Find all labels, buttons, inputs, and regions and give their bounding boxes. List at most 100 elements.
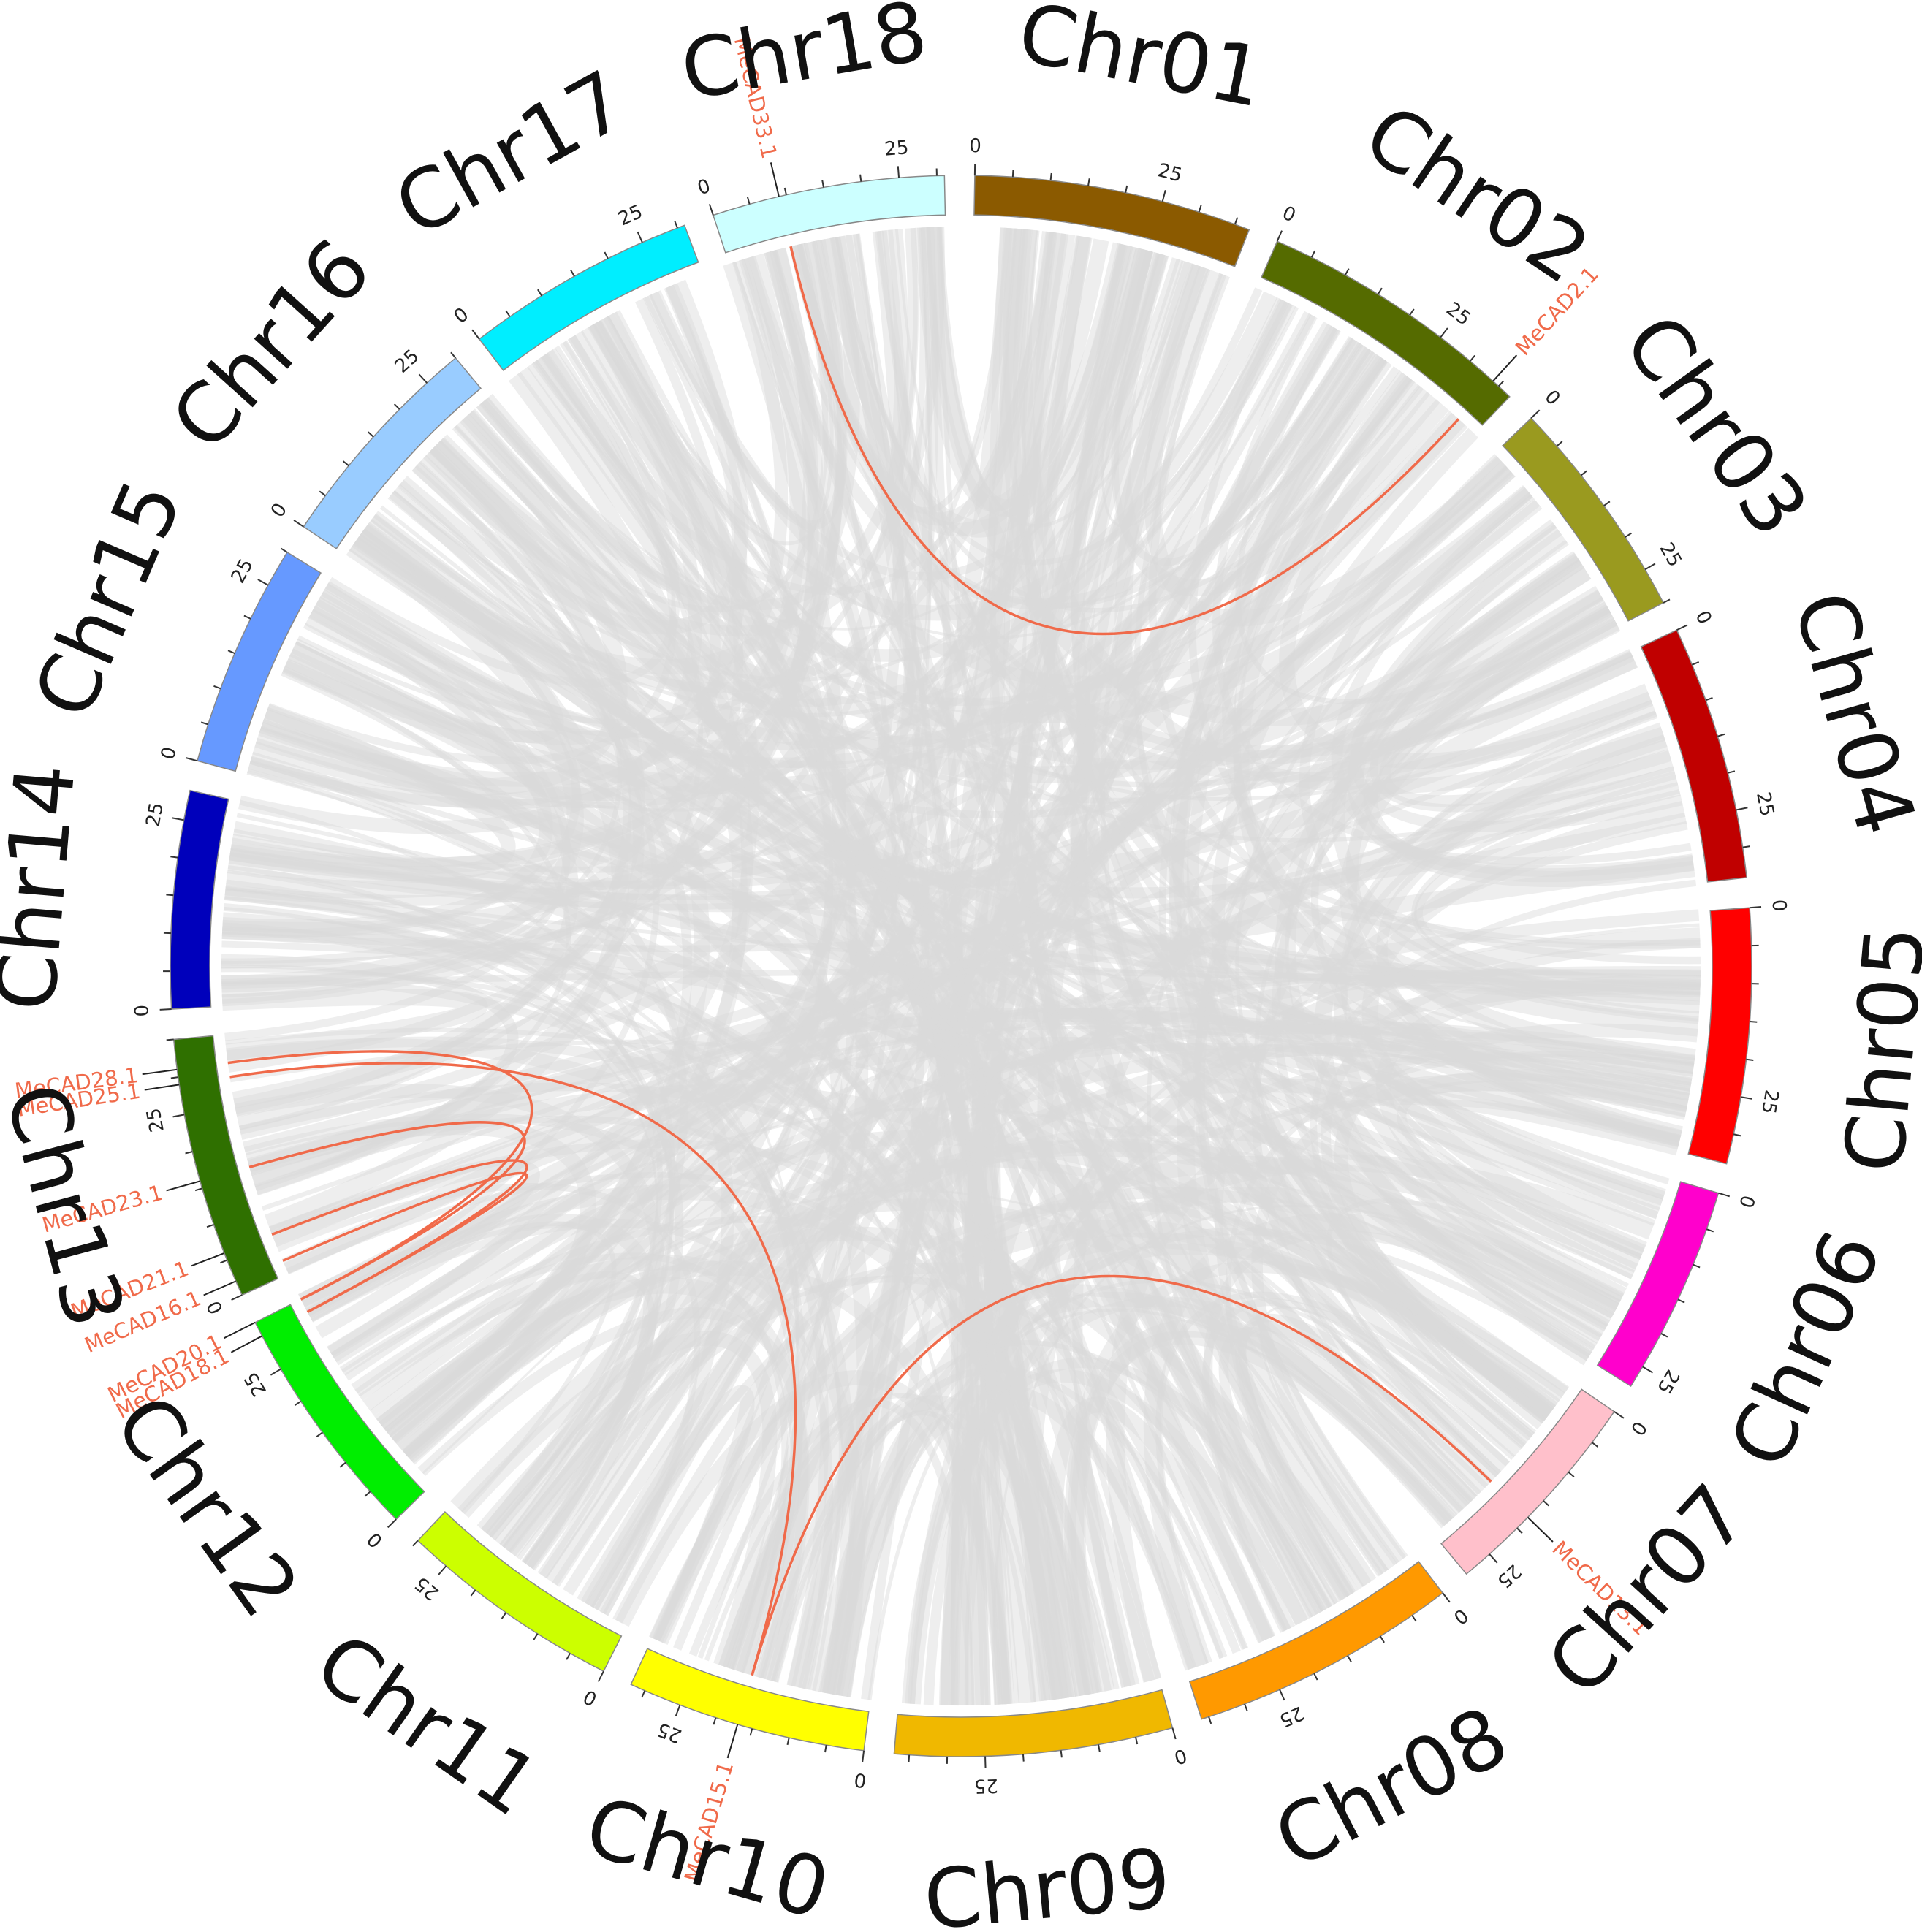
tick [220, 1259, 228, 1264]
synteny-link [229, 522, 1557, 900]
synteny-link [284, 1037, 1681, 1274]
synteny-link [861, 419, 1466, 1700]
synteny-link [392, 262, 1194, 682]
synteny-link [398, 1226, 1332, 1613]
synteny-link [1235, 327, 1612, 704]
synteny-link [1147, 492, 1532, 1619]
tick-label: 25 [1442, 298, 1475, 330]
synteny-link [224, 888, 1478, 1505]
tick [1568, 1471, 1575, 1477]
tick-label: 0 [1279, 202, 1299, 227]
synteny-link [1279, 384, 1657, 769]
gene-marker [166, 1180, 201, 1192]
synteny-link [226, 879, 675, 1561]
synteny-link [264, 519, 629, 1231]
synteny-link [867, 1279, 1514, 1700]
synteny-link [425, 445, 1608, 1338]
synteny-link [224, 582, 571, 1041]
tick [1676, 624, 1688, 631]
tick-label: 25 [1652, 1366, 1684, 1398]
synteny-link [1201, 1298, 1527, 1633]
synteny-link [393, 487, 1656, 1226]
synteny-link [480, 398, 1690, 1101]
tick-label: 0 [450, 303, 473, 328]
synteny-link [1232, 360, 1689, 1107]
tick [200, 721, 209, 726]
synteny-link [821, 237, 1635, 758]
synteny-link [926, 227, 1613, 726]
chromosome-label-chr06: Chr06 [1712, 1217, 1901, 1481]
synteny-link [1361, 801, 1686, 1258]
synteny-link [269, 710, 1657, 1233]
synteny-link [371, 287, 1263, 707]
tick [1733, 1133, 1741, 1137]
synteny-link [254, 245, 1133, 809]
synteny-link [305, 479, 660, 1314]
synteny-link [221, 964, 843, 1692]
synteny-link [764, 251, 1682, 1138]
tick [1161, 189, 1166, 202]
synteny-link [822, 1187, 1623, 1695]
tick [1740, 1096, 1752, 1100]
synteny-link [923, 1296, 1492, 1705]
tick-label: 25 [1276, 1701, 1307, 1731]
synteny-link [593, 315, 1275, 1643]
synteny-link [389, 490, 693, 1442]
synteny-link [250, 756, 1701, 998]
synteny-link [330, 317, 759, 1363]
tick [597, 1670, 604, 1682]
synteny-link [642, 295, 1162, 1680]
cad-link-mecad25.1-mecad15.1 [229, 1062, 797, 1676]
chromosome-label-chr14: Chr14 [0, 761, 94, 1015]
synteny-link [836, 1243, 1560, 1697]
tick [387, 1518, 397, 1529]
synteny-link [585, 1385, 755, 1646]
tick-label: 25 [1757, 1088, 1782, 1116]
tick [243, 615, 251, 620]
synteny-link [351, 1255, 865, 1697]
synteny-link [1003, 229, 1326, 1612]
synteny-link [926, 227, 989, 1705]
synteny-link [1311, 555, 1659, 1219]
synteny-link [222, 912, 1094, 1697]
tick [533, 1633, 539, 1640]
synteny-link [358, 1271, 656, 1569]
synteny-link [259, 248, 1152, 802]
synteny-link [402, 1198, 1451, 1529]
synteny-link [281, 668, 688, 1534]
synteny-link [221, 967, 1057, 1700]
synteny-link [249, 751, 734, 1615]
tick [859, 174, 862, 182]
synteny-link [954, 1154, 1655, 1706]
synteny-link [249, 761, 1003, 1705]
synteny-link [1168, 353, 1533, 1447]
synteny-link [247, 854, 1695, 1176]
synteny-link [1350, 519, 1683, 832]
synteny-link [1072, 608, 1614, 1689]
synteny-link [485, 1275, 1291, 1631]
synteny-link [258, 247, 818, 787]
synteny-link [238, 1082, 1241, 1654]
synteny-link [789, 242, 1126, 537]
synteny-link [439, 243, 829, 613]
synteny-link [221, 940, 1511, 1467]
gene-marker [726, 1724, 739, 1759]
synteny-link [370, 511, 1319, 1620]
tick [1198, 205, 1202, 213]
synteny-link [228, 704, 516, 881]
tick [1049, 172, 1052, 181]
cad-link-mecad33.1-mecad2.1 [789, 246, 1460, 636]
synteny-link [227, 560, 1583, 910]
synteny-link [1169, 372, 1499, 1483]
chromosome-label-chr07: Chr07 [1530, 1467, 1766, 1714]
synteny-link [223, 906, 674, 1564]
synteny-link [965, 248, 1153, 1705]
synteny-link [1158, 357, 1481, 1497]
tick [1591, 1442, 1599, 1448]
tick [821, 180, 824, 188]
synteny-link [1370, 561, 1676, 813]
synteny-link [221, 523, 581, 938]
synteny-link [353, 533, 1323, 1618]
tick-label: 0 [1171, 1743, 1189, 1768]
synteny-link [612, 1040, 1695, 1624]
